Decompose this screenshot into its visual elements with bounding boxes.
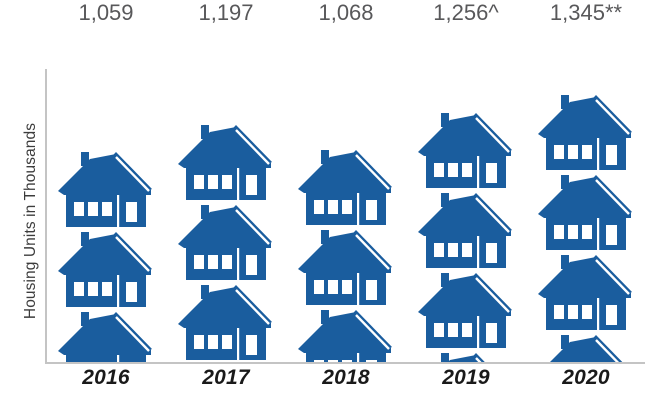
house-icon — [178, 284, 272, 360]
column-2017 — [167, 0, 285, 362]
house-icon — [58, 152, 152, 227]
data-label-2016: 1,059 — [78, 0, 134, 25]
y-axis-title: Housing Units in Thousands — [22, 122, 39, 320]
house-icon — [298, 310, 392, 362]
house-icon — [58, 312, 152, 362]
column-2019 — [407, 0, 525, 362]
house-stack-2017 — [167, 123, 285, 362]
data-label-2020: 1,345** — [549, 0, 623, 25]
house-icon — [298, 230, 392, 306]
house-icon — [178, 204, 272, 280]
data-label-2019: 1,256^ — [433, 0, 499, 25]
house-icon — [58, 232, 152, 307]
house-stack-2019 — [407, 111, 525, 362]
house-icon — [538, 95, 632, 171]
house-icon — [550, 335, 623, 362]
x-tick-label-2019: 2019 — [442, 366, 490, 389]
x-tick-label-2020: 2020 — [562, 366, 610, 389]
column-2020 — [527, 0, 645, 362]
y-axis-line — [45, 69, 47, 363]
house-icon — [418, 192, 512, 268]
house-icon — [538, 255, 632, 331]
x-tick-label-2018: 2018 — [322, 366, 370, 389]
data-label-2018: 1,068 — [318, 0, 374, 25]
house-stack-2018 — [287, 148, 405, 362]
house-stack-2020 — [527, 93, 645, 362]
column-2018 — [287, 0, 405, 362]
data-label-2017: 1,197 — [198, 0, 254, 25]
house-icon — [441, 352, 485, 362]
house-icon — [538, 175, 632, 251]
x-tick-label-2017: 2017 — [202, 366, 250, 389]
x-tick-label-2016: 2016 — [82, 366, 130, 389]
house-icon — [298, 150, 392, 226]
house-stack-2016 — [47, 150, 165, 362]
column-2016 — [47, 0, 165, 362]
x-axis-line — [45, 362, 645, 364]
house-icon — [418, 112, 512, 188]
plot-area — [47, 0, 645, 362]
house-icon — [418, 272, 512, 348]
house-icon — [178, 124, 272, 200]
